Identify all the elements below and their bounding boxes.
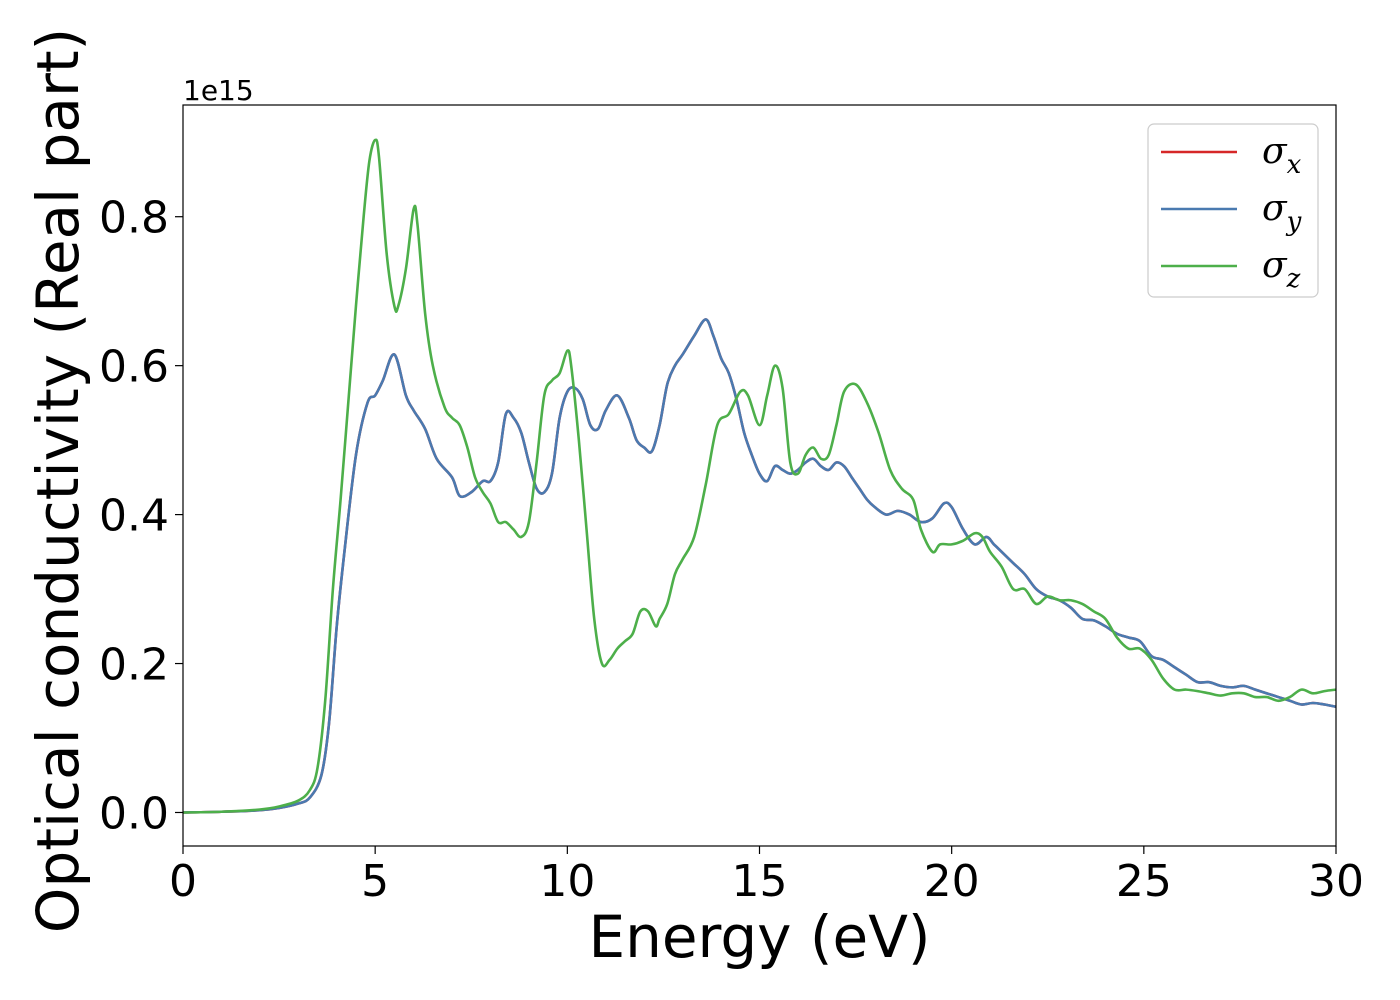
y-tick-label: 0.2 xyxy=(99,640,169,691)
series-line-y xyxy=(183,318,1336,814)
x-axis-label: Energy (eV) xyxy=(588,903,930,971)
series-line-z xyxy=(183,138,1336,814)
legend-frame xyxy=(1147,123,1319,298)
x-tick-label: 25 xyxy=(1116,856,1172,907)
x-tick-label: 10 xyxy=(539,856,595,907)
legend-symbol: σ xyxy=(1262,131,1288,172)
y-tick-label: 0.8 xyxy=(99,193,169,244)
legend-symbol: σ xyxy=(1262,245,1288,286)
legend-symbol: σ xyxy=(1262,188,1288,229)
x-tick-label: 20 xyxy=(924,856,980,907)
x-axis: 0 5 10 15 20 25 30 xyxy=(169,846,1364,907)
y-axis: 0.0 0.2 0.4 0.6 0.8 xyxy=(99,193,183,839)
legend-label-x: σx xyxy=(1262,131,1302,180)
legend-subscript: y xyxy=(1286,207,1302,237)
legend-subscript: x xyxy=(1287,150,1302,180)
y-axis-label: Optical conductivity (Real part) xyxy=(24,28,92,933)
legend-label-z: σz xyxy=(1262,245,1301,294)
x-tick-label: 0 xyxy=(169,856,197,907)
legend-label-y: σy xyxy=(1262,188,1302,237)
y-tick-label: 0.6 xyxy=(99,342,169,393)
x-tick-label: 15 xyxy=(732,856,788,907)
legend-subscript: z xyxy=(1286,264,1301,294)
y-tick-label: 0.4 xyxy=(99,491,169,542)
x-tick-label: 30 xyxy=(1308,856,1364,907)
y-tick-label: 0.0 xyxy=(99,788,169,839)
x-tick-label: 5 xyxy=(361,856,389,907)
series-layer xyxy=(183,138,1336,814)
y-axis-offset-label: 1e15 xyxy=(183,74,254,107)
